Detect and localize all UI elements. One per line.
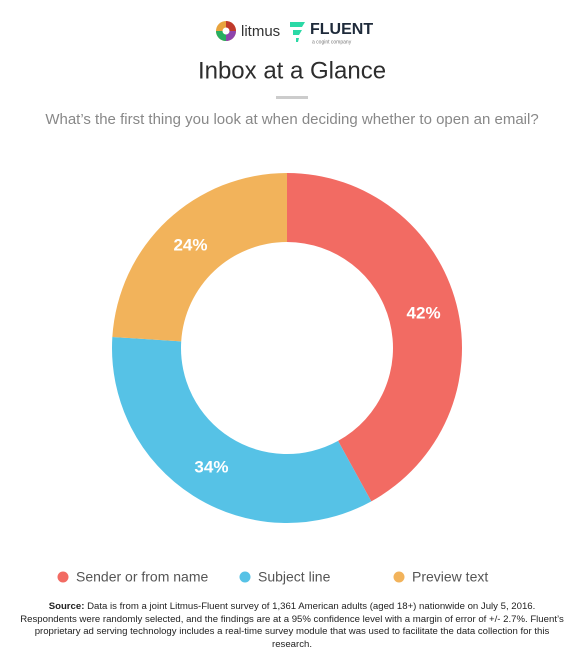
title-divider: [276, 96, 308, 99]
donut-slice: [287, 173, 463, 502]
logo-tagline: a cogint company: [312, 39, 352, 45]
source-note: Source: Data is from a joint Litmus-Flue…: [20, 601, 564, 651]
fluent-logo-icon: [290, 22, 305, 42]
legend-marker: [393, 571, 405, 583]
slice-label: 34%: [194, 458, 228, 477]
source-label: Source:: [48, 601, 85, 612]
chart: litmus FLUENT a cogint company Inbox at …: [45, 21, 539, 585]
slice-label: 24%: [173, 236, 207, 255]
logo-text: litmus: [241, 23, 280, 40]
legend-label: Preview text: [412, 569, 488, 585]
donut-slice: [112, 173, 287, 342]
legend-label: Sender or from name: [76, 569, 208, 585]
legend-label: Subject line: [258, 569, 331, 585]
legend-marker: [57, 571, 69, 583]
source-text: Data is from a joint Litmus-Fluent surve…: [20, 601, 564, 650]
legend-marker: [239, 571, 251, 583]
litmus-logo-icon: [216, 21, 236, 41]
chart-title: Inbox at a Glance: [198, 57, 386, 84]
chart-subtitle: What’s the first thing you look at when …: [45, 111, 538, 128]
donut-slice: [111, 337, 372, 523]
slice-label: 42%: [407, 303, 441, 322]
logo-text: FLUENT: [310, 21, 373, 38]
